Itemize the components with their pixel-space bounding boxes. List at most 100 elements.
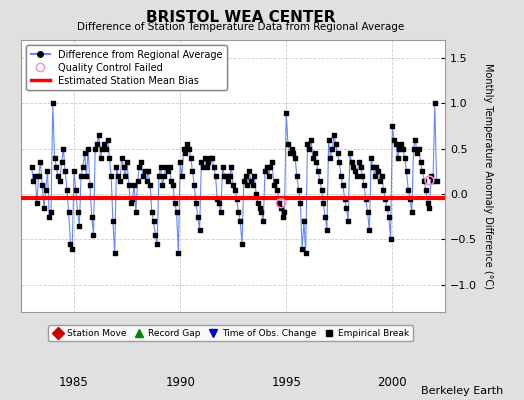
Point [204,159,213,166]
Point [183,141,191,148]
Point [216,209,225,216]
Point [315,177,324,184]
Point [155,173,163,179]
Point [406,196,414,202]
Point [422,186,430,193]
Point [190,182,199,188]
Point [139,173,147,179]
Point [427,173,435,179]
Point [215,200,223,206]
Point [388,123,397,129]
Point [180,146,188,152]
Point [423,200,432,206]
Point [151,232,159,238]
Point [351,168,359,175]
Point [266,164,275,170]
Point [132,209,140,216]
Point [98,146,106,152]
Point [140,168,149,175]
Point [408,209,416,216]
Point [96,155,105,161]
Point [294,186,303,193]
Point [38,182,47,188]
Point [149,218,158,224]
Point [146,182,154,188]
Point [263,164,271,170]
Text: 1990: 1990 [165,376,195,389]
Point [166,164,174,170]
Point [187,155,195,161]
Point [346,150,354,156]
Point [307,136,315,143]
Point [370,173,379,179]
Point [148,209,156,216]
Point [242,173,250,179]
Point [381,196,389,202]
Point [199,164,208,170]
Point [167,177,176,184]
Point [411,136,420,143]
Point [353,173,361,179]
Point [277,204,285,211]
Point [392,141,400,148]
Point [374,168,383,175]
Point [195,227,204,234]
Point [296,200,304,206]
Point [248,182,257,188]
Point [286,150,294,156]
Point [40,204,48,211]
Point [233,196,241,202]
Point [432,177,441,184]
Point [254,200,262,206]
Point [310,150,319,156]
Text: Berkeley Earth: Berkeley Earth [421,386,503,396]
Point [29,177,38,184]
Point [376,177,384,184]
Point [36,159,45,166]
Point [369,164,377,170]
Point [84,146,92,152]
Point [58,159,66,166]
Point [261,168,269,175]
Point [225,173,234,179]
Point [293,173,301,179]
Point [135,164,144,170]
Point [73,209,82,216]
Point [89,232,97,238]
Point [52,164,61,170]
Point [243,182,252,188]
Point [227,164,236,170]
Point [386,236,395,243]
Point [234,209,243,216]
Point [123,159,132,166]
Point [275,200,283,206]
Point [130,182,138,188]
Point [77,173,85,179]
Point [362,196,370,202]
Legend: Difference from Regional Average, Quality Control Failed, Estimated Station Mean: Difference from Regional Average, Qualit… [26,45,227,90]
Point [280,209,289,216]
Point [128,196,137,202]
Point [202,164,211,170]
Point [117,155,126,161]
Point [363,209,372,216]
Point [291,155,299,161]
Point [409,146,418,152]
Point [305,146,313,152]
Point [303,141,312,148]
Point [178,173,186,179]
Point [224,177,232,184]
Point [323,227,331,234]
Point [245,168,253,175]
Point [399,146,407,152]
Point [27,164,36,170]
Point [108,218,117,224]
Point [257,209,266,216]
Point [47,209,55,216]
Point [394,155,402,161]
Point [158,182,167,188]
Point [390,136,398,143]
Point [341,196,349,202]
Point [326,155,335,161]
Point [41,186,50,193]
